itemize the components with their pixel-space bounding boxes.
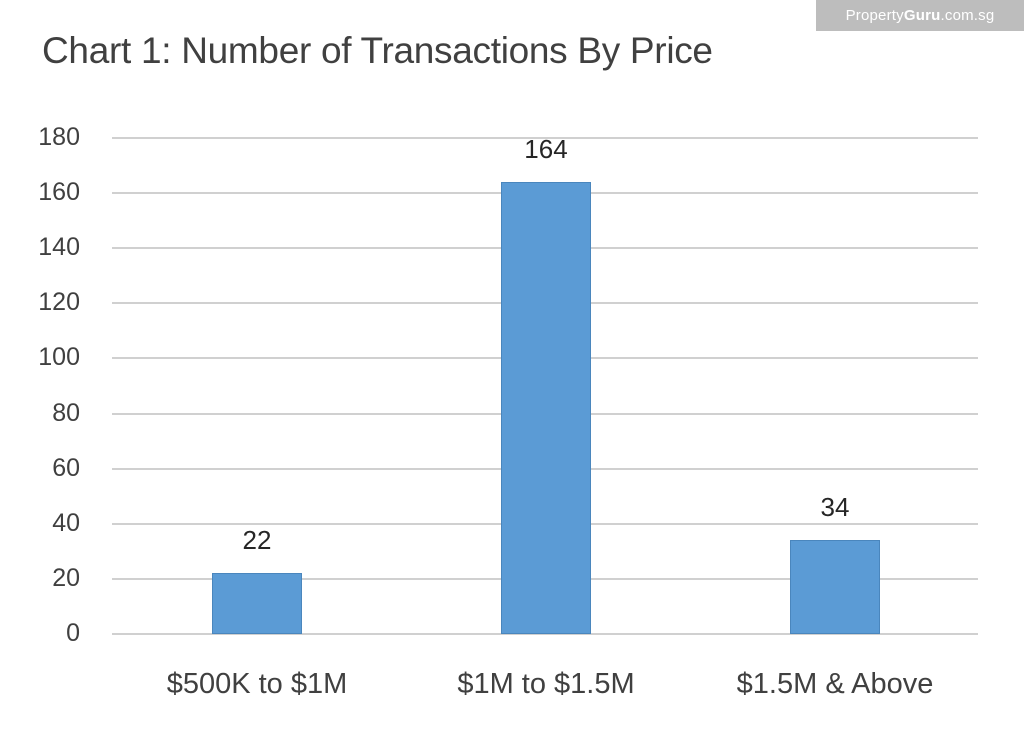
data-label: 164 xyxy=(524,134,568,165)
y-tick-label: 20 xyxy=(52,563,80,592)
y-tick-label: 40 xyxy=(52,508,80,537)
watermark-suffix: .com.sg xyxy=(940,7,995,24)
chart-title: Chart 1: Number of Transactions By Price xyxy=(42,30,713,71)
x-tick-label: $500K to $1M xyxy=(166,668,348,700)
gridline xyxy=(112,137,978,139)
y-tick-label: 140 xyxy=(38,233,80,262)
bar xyxy=(501,182,591,634)
y-tick-label: 80 xyxy=(52,398,80,427)
y-tick-label: 100 xyxy=(38,343,80,372)
y-tick-label: 180 xyxy=(38,123,80,151)
data-label: 34 xyxy=(820,492,850,523)
gridline xyxy=(112,633,978,635)
y-tick-label: 60 xyxy=(52,453,80,482)
bar xyxy=(790,540,880,634)
x-tick-label: $1M to $1.5M xyxy=(457,668,635,700)
y-tick-label: 160 xyxy=(38,178,80,207)
watermark-bold: Guru xyxy=(903,7,941,24)
y-tick-label: 0 xyxy=(66,619,80,647)
data-label: 22 xyxy=(242,525,272,556)
bar xyxy=(212,573,302,634)
propertyguru-watermark: PropertyGuru.com.sg xyxy=(816,0,1024,31)
y-tick-label: 120 xyxy=(38,288,80,317)
watermark-prefix: Property xyxy=(845,7,904,24)
x-tick-label: $1.5M & Above xyxy=(736,668,934,700)
